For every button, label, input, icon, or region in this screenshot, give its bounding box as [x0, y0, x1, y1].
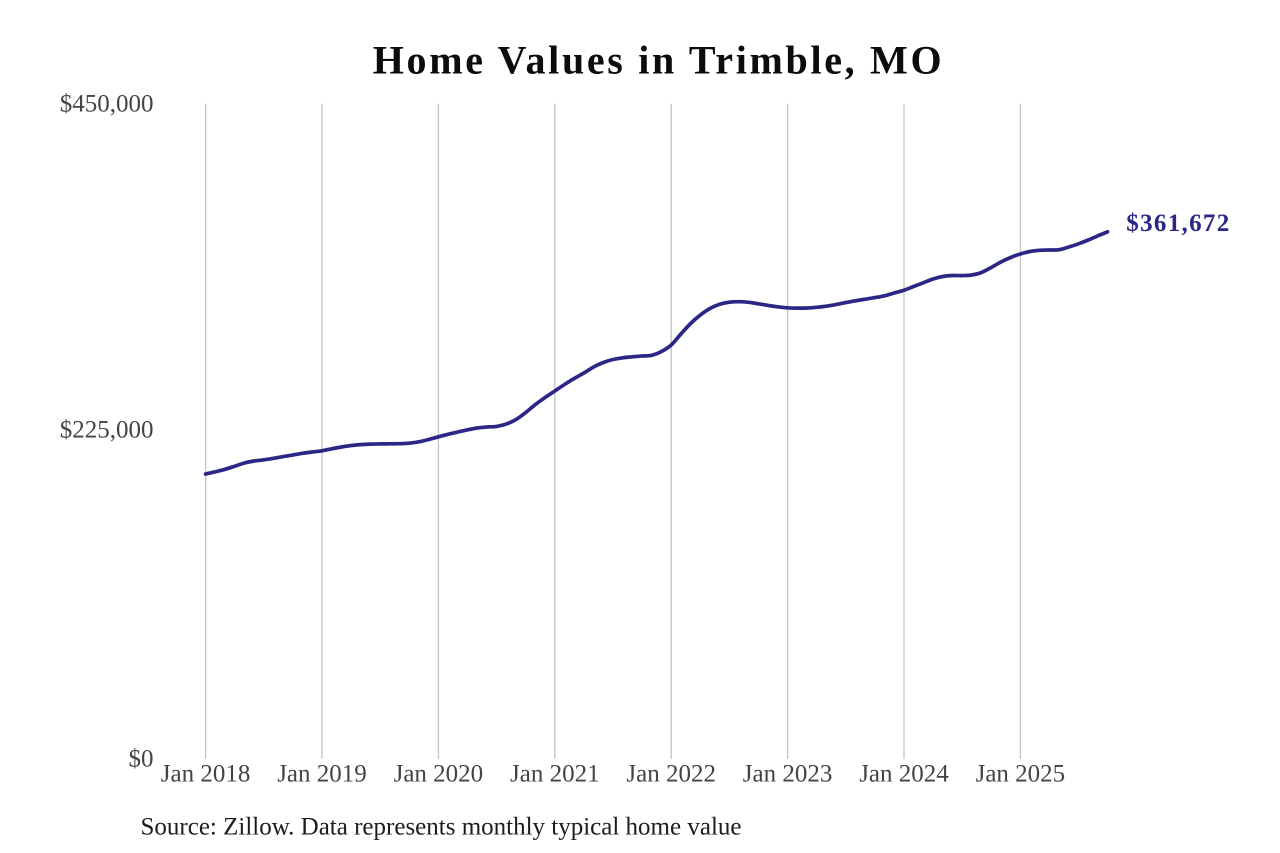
svg-text:Jan 2020: Jan 2020 — [394, 761, 484, 788]
svg-text:Jan 2021: Jan 2021 — [510, 761, 600, 788]
svg-text:Jan 2018: Jan 2018 — [161, 761, 251, 788]
svg-text:$0: $0 — [129, 745, 154, 772]
svg-text:Jan 2023: Jan 2023 — [743, 761, 833, 788]
svg-text:Jan 2025: Jan 2025 — [976, 761, 1066, 788]
svg-text:Source: Zillow. Data represent: Source: Zillow. Data represents monthly … — [141, 813, 742, 840]
svg-text:Home Values in Trimble, MO: Home Values in Trimble, MO — [373, 38, 945, 83]
svg-text:Jan 2024: Jan 2024 — [859, 761, 949, 788]
svg-text:$361,672: $361,672 — [1126, 210, 1230, 237]
svg-text:Jan 2022: Jan 2022 — [626, 761, 716, 788]
svg-text:$225,000: $225,000 — [60, 416, 154, 443]
svg-text:Jan 2019: Jan 2019 — [277, 761, 367, 788]
svg-text:$450,000: $450,000 — [60, 90, 154, 117]
